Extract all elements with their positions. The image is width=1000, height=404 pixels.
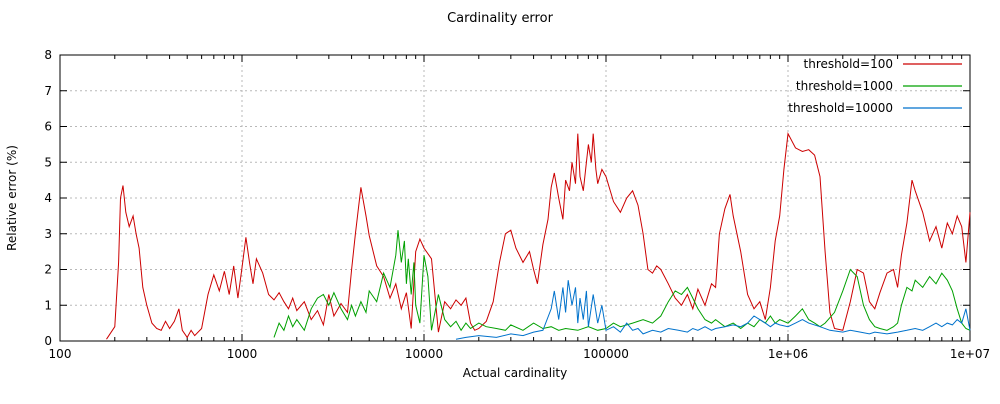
x-axis-label: Actual cardinality (463, 366, 567, 380)
svg-text:1000: 1000 (227, 347, 258, 361)
legend: threshold=100 threshold=1000 threshold=1… (788, 57, 962, 115)
plot-layer (59, 54, 971, 342)
svg-text:6: 6 (44, 120, 52, 134)
legend-label: threshold=1000 (796, 79, 893, 93)
svg-text:8: 8 (44, 48, 52, 62)
svg-text:2: 2 (44, 263, 52, 277)
svg-text:1e+07: 1e+07 (950, 347, 990, 361)
svg-text:100000: 100000 (583, 347, 629, 361)
axis-tick-labels: 100 1000 10000 100000 1e+06 1e+07 0 1 2 3 4 5 6 7 8 (44, 48, 990, 361)
svg-text:1: 1 (44, 298, 52, 312)
svg-text:4: 4 (44, 191, 52, 205)
svg-text:10000: 10000 (405, 347, 443, 361)
chart-title: Cardinality error (447, 11, 554, 26)
legend-label: threshold=10000 (788, 101, 893, 115)
y-axis-label: Relative error (%) (5, 145, 19, 251)
svg-text:100: 100 (49, 347, 72, 361)
svg-text:3: 3 (44, 227, 52, 241)
svg-text:7: 7 (44, 84, 52, 98)
svg-text:0: 0 (44, 334, 52, 348)
svg-text:5: 5 (44, 155, 52, 169)
legend-label: threshold=100 (804, 57, 893, 71)
svg-text:1e+06: 1e+06 (768, 347, 808, 361)
